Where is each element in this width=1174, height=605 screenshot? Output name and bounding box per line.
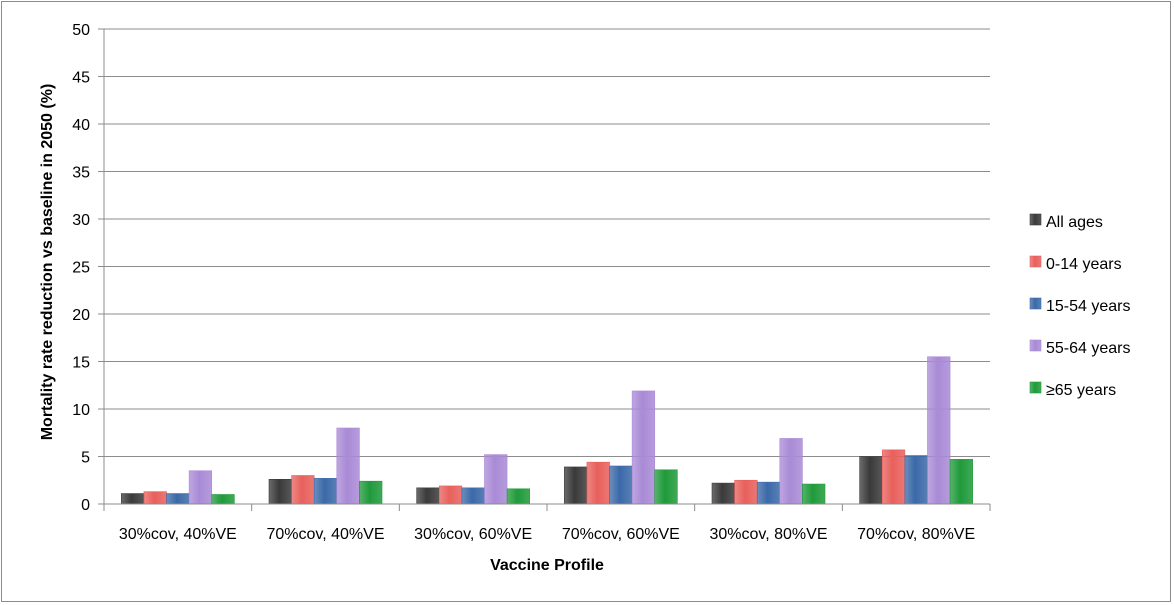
bar: [438, 485, 463, 505]
y-tick-label: 0: [81, 497, 90, 514]
x-tick-label: 30%cov, 60%VE: [414, 526, 532, 543]
bar: [291, 475, 315, 505]
bar: [188, 470, 213, 505]
bar: [564, 466, 588, 505]
gridlines: [98, 28, 990, 505]
legend-label: ≥65 years: [1046, 382, 1116, 399]
y-tick-label: 20: [72, 307, 90, 324]
x-tick-label: 30%cov, 40%VE: [119, 526, 237, 543]
y-tick-label: 50: [72, 22, 90, 39]
axes: [103, 29, 991, 511]
bar: [484, 454, 508, 505]
bar: [313, 478, 338, 505]
x-tick-labels: 30%cov, 40%VE 70%cov, 40%VE 30%cov, 60%VE 7…: [119, 526, 975, 543]
bar: [268, 478, 292, 505]
bar: [927, 356, 951, 505]
bar: [881, 449, 906, 505]
bar: [586, 461, 610, 505]
legend-label: All ages: [1046, 214, 1103, 231]
x-tick-label: 70%cov, 80%VE: [857, 526, 975, 543]
y-tick-label: 35: [72, 165, 90, 182]
bar: [121, 493, 145, 505]
legend-swatch: [1029, 381, 1042, 394]
y-axis-title: Mortality rate reduction vs baseline in …: [39, 84, 56, 441]
bar: [359, 480, 383, 505]
bar: [631, 390, 656, 505]
legend-label: 0-14 years: [1046, 256, 1122, 273]
bar: [166, 493, 190, 505]
bar: [143, 491, 167, 505]
legend-swatch: [1029, 339, 1042, 352]
x-axis-title: Vaccine Profile: [490, 557, 604, 574]
bar: [949, 459, 973, 505]
y-tick-label: 45: [72, 70, 90, 87]
x-tick-label: 30%cov, 80%VE: [710, 526, 828, 543]
x-tick-label: 70%cov, 60%VE: [562, 526, 680, 543]
bar: [904, 455, 928, 505]
y-tick-label: 25: [72, 260, 90, 277]
y-tick-label: 10: [72, 402, 90, 419]
bar: [336, 427, 360, 505]
bar: [654, 469, 678, 505]
bars: [121, 356, 973, 505]
bar: [779, 438, 803, 505]
bar: [461, 487, 485, 505]
bar: [211, 494, 235, 505]
bar: [802, 483, 826, 505]
x-tick-label: 70%cov, 40%VE: [267, 526, 385, 543]
bar: [506, 488, 530, 505]
y-tick-label: 15: [72, 355, 90, 372]
bar: [416, 487, 440, 505]
legend-swatch: [1029, 255, 1042, 268]
y-tick-label: 30: [72, 212, 90, 229]
y-tick-label: 5: [81, 450, 90, 467]
legend: All ages 0-14 years 15-54 years 55-64 years…: [1029, 213, 1131, 399]
legend-label: 55-64 years: [1046, 340, 1131, 357]
legend-swatch: [1029, 297, 1042, 310]
bar: [711, 482, 735, 505]
bar: [756, 481, 781, 505]
bar: [859, 456, 883, 505]
y-tick-labels: 0 5 10 15 20 25 30 35 40 45 50: [72, 22, 90, 514]
bar: [734, 479, 758, 505]
legend-swatch: [1029, 213, 1042, 226]
bar: [609, 465, 633, 505]
y-tick-label: 40: [72, 117, 90, 134]
legend-label: 15-54 years: [1046, 298, 1131, 315]
